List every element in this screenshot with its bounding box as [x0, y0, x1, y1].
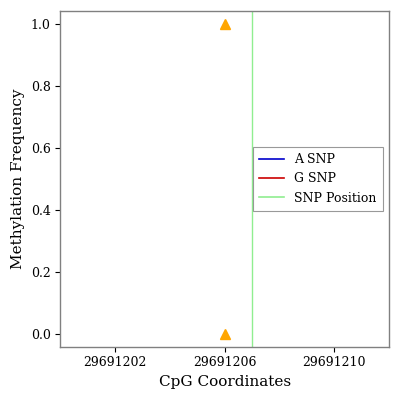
Y-axis label: Methylation Frequency: Methylation Frequency	[11, 89, 25, 269]
Legend: A SNP, G SNP, SNP Position: A SNP, G SNP, SNP Position	[253, 147, 383, 211]
X-axis label: CpG Coordinates: CpG Coordinates	[158, 375, 291, 389]
